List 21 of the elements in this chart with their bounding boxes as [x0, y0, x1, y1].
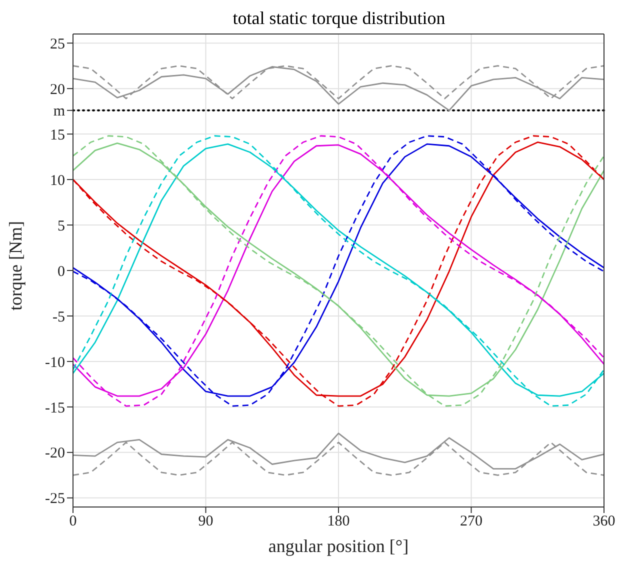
y-tick-label: 15	[50, 127, 65, 144]
x-tick-label: 180	[327, 514, 350, 530]
y-tick-label: -20	[45, 446, 65, 462]
x-tick-label: 360	[592, 514, 616, 530]
chart-title: total static torque distribution	[232, 8, 446, 29]
y-tick-label: 5	[58, 218, 65, 234]
y-tick-label: 0	[58, 264, 65, 280]
y-tick-label: -25	[45, 491, 65, 508]
x-axis-title: angular position [°]	[268, 536, 409, 556]
y-tick-label: -5	[52, 309, 65, 326]
y-tick-label: -10	[45, 354, 65, 371]
x-tick-label: 0	[69, 514, 77, 530]
y-tick-label: 10	[50, 172, 65, 189]
y-axis-title: torque [Nm]	[5, 221, 26, 310]
y-tick-label: -15	[45, 400, 65, 416]
y-tick-label: m	[53, 104, 66, 120]
x-tick-label: 90	[198, 514, 214, 530]
y-tick-label: 20	[50, 82, 65, 98]
line-series	[73, 66, 604, 112]
y-tick-label: 25	[50, 36, 65, 52]
x-tick-label: 270	[460, 514, 482, 530]
